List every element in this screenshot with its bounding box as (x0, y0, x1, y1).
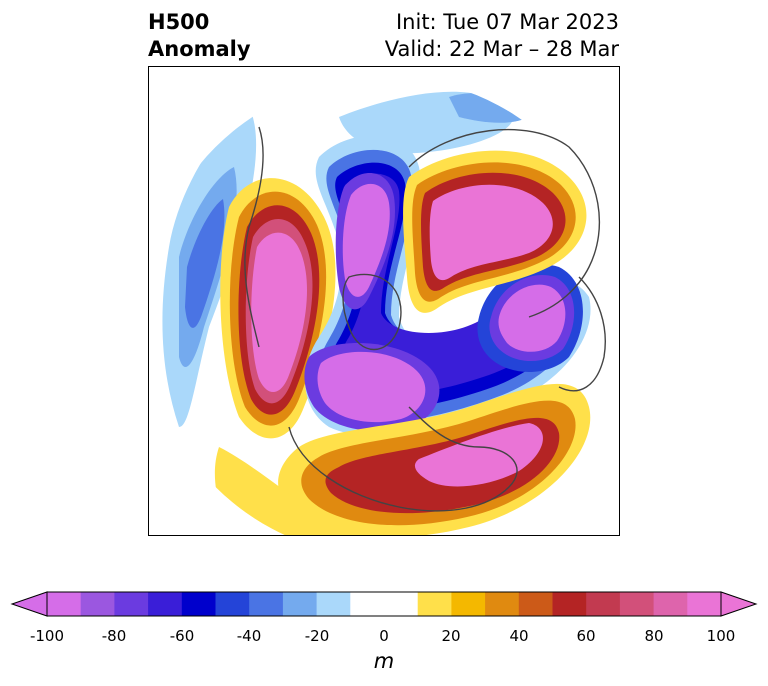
coast-greenland (342, 273, 402, 351)
anomaly-negative-west-inner (185, 199, 225, 328)
colorbar-cell (249, 592, 284, 616)
colorbar-cell (552, 592, 587, 616)
field-name: H500 (148, 10, 210, 34)
anomaly-negative-east-core (498, 284, 566, 352)
anomaly-map (148, 66, 620, 536)
colorbar-tick: -40 (236, 627, 262, 645)
colorbar-cell (384, 592, 419, 616)
anomaly-positive-atlantic-core (414, 423, 543, 487)
colorbar-cell (687, 592, 722, 616)
anomaly-positive-pacific-core (251, 232, 308, 393)
colorbar-cell (282, 592, 318, 616)
colorbar-cell (586, 592, 621, 616)
anomaly-positive-eurasia-core (429, 184, 553, 281)
colorbar (10, 591, 758, 617)
polar-projection-map (162, 91, 606, 535)
init-date: Init: Tue 07 Mar 2023 (395, 10, 619, 34)
coastlines (244, 126, 606, 512)
colorbar-unit: m (373, 649, 395, 673)
colorbar-tick: 40 (509, 627, 529, 645)
colorbar-cell (485, 592, 520, 616)
colorbar-tick: 80 (644, 627, 664, 645)
colorbar-tick: -20 (304, 627, 330, 645)
colorbar-over-arrow (720, 591, 758, 617)
coast-eurasia (408, 128, 601, 318)
colorbar-tick: 100 (706, 627, 736, 645)
colorbar-cell (417, 592, 452, 616)
coast-north-america (288, 406, 518, 512)
colorbar-cell (653, 592, 688, 616)
anomaly-positive-south (214, 447, 359, 535)
anomaly-negative-north-lobe-core (342, 183, 390, 297)
colorbar-outline (46, 591, 722, 617)
colorbar-tick: 20 (441, 627, 461, 645)
anomaly-negative-usa-core (317, 351, 426, 423)
colorbar-tick: 0 (379, 627, 389, 645)
colorbar-cell (148, 592, 183, 616)
coast-africa (558, 276, 606, 392)
colorbar-cell (518, 592, 553, 616)
colorbar-tick: -80 (101, 627, 127, 645)
colorbar-ticks: -100 -80 -60 -40 -20 0 20 40 60 80 100 (0, 627, 768, 647)
colorbar-cell (451, 592, 486, 616)
colorbar-cell (181, 592, 216, 616)
colorbar-tick: 60 (576, 627, 596, 645)
field-type: Anomaly (148, 37, 251, 61)
colorbar-cell (619, 592, 655, 616)
colorbar-tick: -100 (29, 627, 65, 645)
colorbar-tick: -60 (169, 627, 195, 645)
colorbar-under-arrow (10, 591, 48, 617)
colorbar-cell (114, 592, 149, 616)
forecast-dates: Init: Tue 07 Mar 2023 Valid: 22 Mar – 28… (385, 9, 619, 63)
colorbar-cell (316, 592, 351, 616)
colorbar-cell (350, 592, 385, 616)
map-title: H500 Anomaly (148, 9, 251, 63)
colorbar-cell (47, 592, 82, 616)
colorbar-cell (80, 592, 115, 616)
coast-asia-pacific (244, 126, 264, 348)
colorbar-cell (215, 592, 250, 616)
valid-range: Valid: 22 Mar – 28 Mar (384, 37, 619, 61)
